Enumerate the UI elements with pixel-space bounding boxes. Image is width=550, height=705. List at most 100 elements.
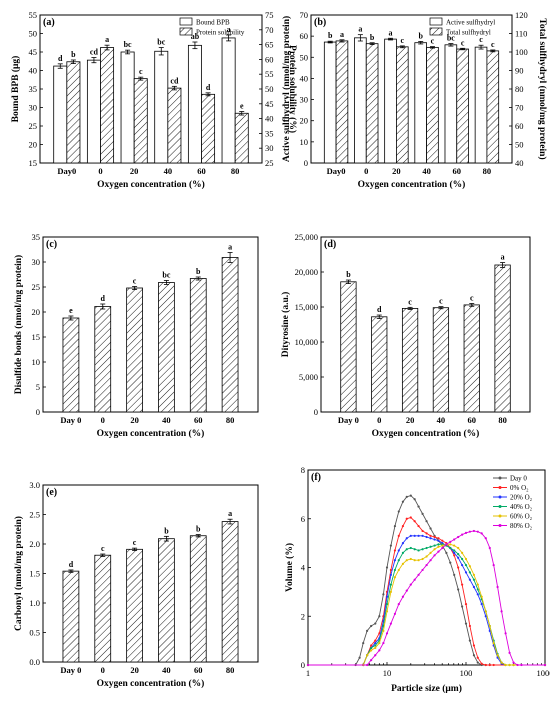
- legend-label: Total sulfhydryl: [446, 29, 491, 37]
- data-point: [461, 605, 464, 608]
- data-point: [464, 531, 468, 534]
- bar: [94, 554, 112, 663]
- data-point: [389, 590, 392, 593]
- data-point: [421, 568, 424, 572]
- data-point: [397, 559, 400, 562]
- significance-label: a: [501, 253, 505, 262]
- data-point: [480, 602, 483, 606]
- y2-tick-label: 25: [265, 158, 274, 168]
- data-point: [472, 573, 476, 576]
- significance-label: c: [133, 277, 137, 286]
- data-point: [468, 639, 471, 642]
- significance-label: d: [58, 54, 63, 63]
- significance-label: a: [105, 35, 109, 44]
- significance-label: a: [228, 509, 232, 518]
- y-tick-label: 20: [300, 116, 309, 126]
- data-point: [362, 641, 365, 645]
- data-point: [401, 524, 405, 528]
- data-point: [397, 602, 400, 606]
- y2-tick-label: 80: [515, 84, 524, 94]
- data-point: [504, 663, 507, 667]
- y-tick-label: 0: [304, 158, 308, 168]
- data-point: [492, 641, 495, 645]
- data-point: [461, 583, 464, 586]
- panel-label: (e): [46, 487, 57, 498]
- bar: [221, 257, 239, 413]
- bar: [221, 37, 236, 164]
- significance-label: b: [164, 526, 169, 535]
- x-tick-label: 20: [130, 415, 139, 425]
- bar: [371, 316, 388, 413]
- y-tick-label: 15: [29, 158, 38, 168]
- data-point: [393, 576, 397, 579]
- bar: [100, 47, 115, 164]
- data-point: [358, 656, 361, 659]
- data-point: [393, 524, 397, 528]
- bar: [221, 521, 239, 663]
- x-tick-label: 60: [194, 415, 203, 425]
- data-point: [429, 559, 432, 562]
- y-tick-label: 60: [300, 31, 309, 41]
- data-point: [449, 540, 452, 544]
- bar: [189, 535, 207, 663]
- x-axis-title: Oxygen concentration (%): [358, 179, 466, 190]
- bar: [53, 65, 68, 164]
- significance-label: a: [227, 25, 231, 34]
- x-tick-label: Day 0: [60, 665, 81, 675]
- y-tick-label: 1.0: [29, 598, 40, 608]
- data-point: [417, 505, 420, 508]
- data-point: [389, 573, 392, 576]
- data-point: [500, 610, 503, 613]
- significance-label: d: [101, 294, 106, 303]
- x-tick-label: Day 0: [338, 415, 359, 425]
- panel-f: (f) 0 2 4 6 8 Volume (%) 1 10 100 1000 Particle siz…: [284, 465, 550, 694]
- data-point: [405, 559, 408, 562]
- data-point: [484, 615, 487, 618]
- data-point: [480, 532, 483, 535]
- y-axis-title: Carbonyl (nmol/mg protein): [13, 516, 24, 631]
- data-point: [480, 595, 483, 598]
- data-point: [453, 538, 456, 541]
- y-tick-label: 2.0: [29, 539, 40, 549]
- data-point: [476, 583, 479, 586]
- data-point: [496, 654, 499, 657]
- y2-tick-label: 40: [515, 158, 524, 168]
- data-point: [433, 548, 436, 551]
- data-point: [417, 549, 420, 552]
- x-tick-label: 60: [453, 166, 462, 176]
- significance-label: e: [69, 306, 73, 315]
- x-tick-label: 20: [130, 665, 139, 675]
- x-tick-label: 0: [377, 415, 381, 425]
- legend-label: Active sulfhydryl: [446, 19, 495, 27]
- x-tick-label: 0: [101, 415, 105, 425]
- panel-d: (d) 0 5,000 10,000 15,000 20,000 25,000 Dityros…: [280, 232, 531, 439]
- data-point: [405, 517, 408, 520]
- series-line: [308, 530, 545, 666]
- bar: [444, 44, 458, 164]
- y2-tick-label: 75: [265, 10, 274, 20]
- y-tick-label: 0.0: [29, 657, 40, 667]
- bar: [323, 41, 337, 164]
- bar: [62, 317, 80, 413]
- y2-tick-label: 45: [265, 99, 274, 109]
- significance-label: c: [461, 38, 465, 47]
- significance-label: c: [133, 538, 137, 547]
- data-point: [397, 568, 400, 572]
- bar: [494, 264, 511, 413]
- y-tick-label: 50: [300, 52, 309, 62]
- data-point: [457, 556, 460, 559]
- data-point: [508, 663, 511, 667]
- legend: Bound BPB Protein solubility: [179, 17, 245, 37]
- significance-label: d: [377, 305, 382, 314]
- y-tick-label: 15,000: [295, 302, 318, 312]
- bar: [401, 307, 419, 413]
- plot-frame: [320, 236, 531, 413]
- panel-e: (e) 0.0 0.5 1.0 1.5 2.0 2.5 3.0 Carbonyl (nmol/m…: [13, 480, 259, 689]
- data-point: [417, 534, 420, 537]
- data-point: [370, 649, 373, 652]
- data-point: [445, 543, 448, 546]
- legend-marker: [498, 476, 502, 480]
- data-point: [433, 544, 436, 547]
- y2-tick-label: 60: [515, 121, 524, 131]
